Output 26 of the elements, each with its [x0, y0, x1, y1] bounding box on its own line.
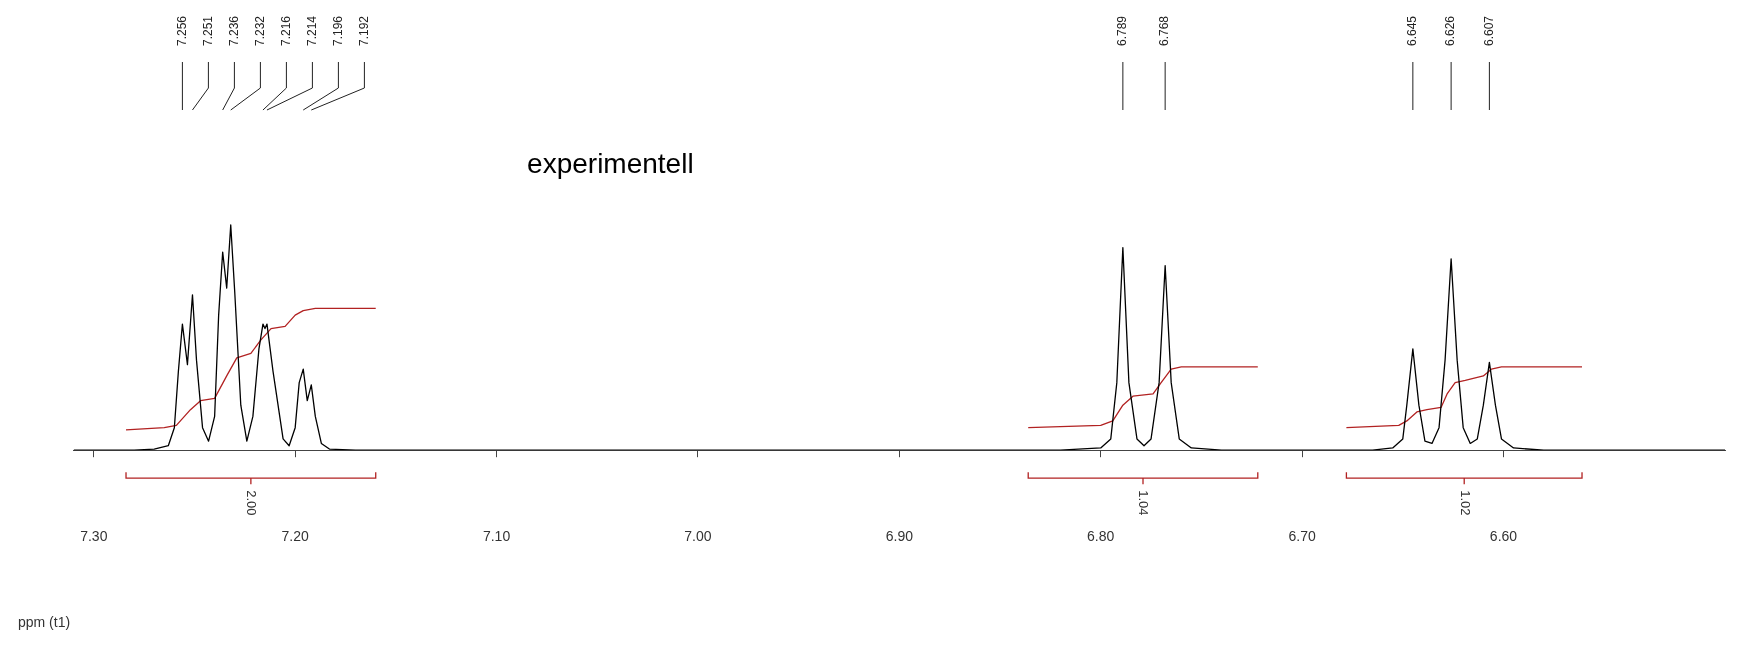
chart-title: experimentell — [527, 148, 694, 179]
text: 1.02 — [1457, 490, 1473, 516]
text: 6.645 — [1405, 15, 1420, 47]
text: 6.768 — [1157, 15, 1172, 47]
x-tick-label: 7.00 — [684, 528, 712, 545]
text: 7.216 — [278, 15, 293, 47]
x-tick-label: 6.60 — [1489, 528, 1518, 545]
text: 7.236 — [226, 15, 241, 47]
text: 6.626 — [1443, 15, 1458, 47]
text: 1.04 — [1136, 490, 1152, 516]
x-tick-label: 7.10 — [482, 528, 511, 545]
text: 6.789 — [1115, 15, 1130, 47]
text: 6.607 — [1481, 15, 1496, 47]
text: 7.192 — [356, 15, 371, 47]
text: 7.196 — [330, 15, 345, 47]
text: 7.251 — [200, 15, 215, 47]
x-tick-label: 7.30 — [80, 528, 108, 545]
text: 7.214 — [304, 15, 319, 47]
x-tick-label: 6.90 — [885, 528, 914, 545]
text: 7.232 — [252, 15, 267, 47]
text: 7.256 — [174, 15, 189, 47]
x-tick-label: 6.80 — [1087, 528, 1115, 545]
x-tick-label: 7.20 — [281, 528, 310, 545]
x-axis-title: ppm (t1) — [18, 613, 71, 630]
x-tick-label: 6.70 — [1288, 528, 1316, 545]
text: 2.00 — [244, 490, 260, 516]
